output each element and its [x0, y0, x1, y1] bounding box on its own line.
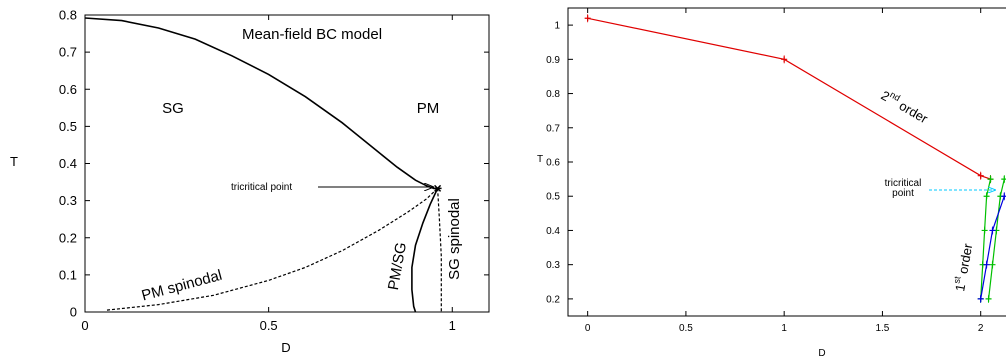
sg-spinodal-label: SG spinodal [446, 198, 463, 280]
right-curves [584, 14, 1006, 303]
right-ytick-label: 0.2 [546, 294, 560, 305]
left-series-2 [411, 188, 439, 313]
pm-region-label: PM [417, 100, 440, 117]
right-series-1 [980, 178, 992, 299]
pm-sg-label: PM/SG [385, 241, 410, 292]
right-ylabel: T [537, 154, 543, 165]
right-chart: 0 0.5 1 1.5 2 0.2 0.3 0.4 0.5 0.6 0.7 0.8 0.9 1 D T 2… [537, 7, 1006, 359]
right-ytick-label: 0.9 [546, 55, 560, 66]
left-ytick-label: 0.2 [59, 230, 77, 245]
left-xtick-label: 0.5 [260, 318, 278, 333]
right-ytick-label: 1 [554, 21, 560, 32]
right-series-0 [587, 17, 991, 180]
first-order-superscript: st [951, 275, 962, 284]
left-chart: 0 0.5 1 0 0.1 0.2 0.3 0.4 0.5 0.6 0.7 0.8 D T Mean-… [10, 8, 490, 355]
right-tricritical-label-2: point [892, 188, 914, 199]
right-xtick-label: 0.5 [679, 323, 693, 334]
left-ytick-label: 0.3 [59, 193, 77, 208]
left-ytick-label: 0 [70, 305, 77, 320]
right-ytick-label: 0.4 [546, 226, 560, 237]
right-xtick-label: 1.5 [875, 323, 889, 334]
left-plot-frame [84, 14, 490, 313]
right-ytick-label: 0.6 [546, 158, 560, 169]
left-ytick-label: 0.7 [59, 45, 77, 60]
svg-text:1st order: 1st order [950, 241, 975, 292]
left-title-annotation: Mean-field BC model [242, 26, 382, 43]
right-ytick-label: 0.7 [546, 123, 560, 134]
second-order-superscript: nd [888, 89, 902, 103]
sg-region-label: SG [162, 100, 184, 117]
left-ytick-label: 0.8 [59, 8, 77, 23]
right-ticks: 0 0.5 1 1.5 2 0.2 0.3 0.4 0.5 0.6 0.7 0.8 0.9 1 [546, 8, 984, 334]
right-plot-frame [567, 7, 1006, 317]
left-ytick-label: 0.5 [59, 119, 77, 134]
right-ytick-label: 0.5 [546, 192, 560, 203]
left-ticks: 0 0.5 1 0 0.1 0.2 0.3 0.4 0.5 0.6 0.7 0.8 [59, 8, 489, 333]
left-xtick-label: 1 [449, 318, 456, 333]
left-series-0 [84, 17, 438, 190]
right-xtick-label: 1 [781, 323, 787, 334]
right-xtick-label: 2 [978, 323, 984, 334]
right-ytick-label: 0.8 [546, 89, 560, 100]
left-xtick-label: 0 [81, 318, 88, 333]
right-ytick-label: 0.3 [546, 260, 560, 271]
right-xtick-label: 0 [585, 323, 591, 334]
pm-spinodal-label: PM spinodal [140, 267, 224, 305]
left-ytick-label: 0.1 [59, 267, 77, 282]
left-ytick-label: 0.4 [59, 156, 77, 171]
tricritical-point-marker [433, 184, 442, 192]
tricritical-label: tricritical point [231, 182, 292, 193]
first-order-label: 1st order [950, 241, 975, 292]
left-series-1 [106, 187, 439, 311]
right-series-3 [980, 196, 1005, 300]
left-series-3 [437, 188, 442, 312]
left-ytick-label: 0.6 [59, 82, 77, 97]
right-xlabel: D [818, 348, 825, 359]
right-tricritical-label-1: tricritical [885, 178, 922, 189]
left-ylabel: T [10, 154, 18, 169]
left-xlabel: D [281, 340, 290, 355]
